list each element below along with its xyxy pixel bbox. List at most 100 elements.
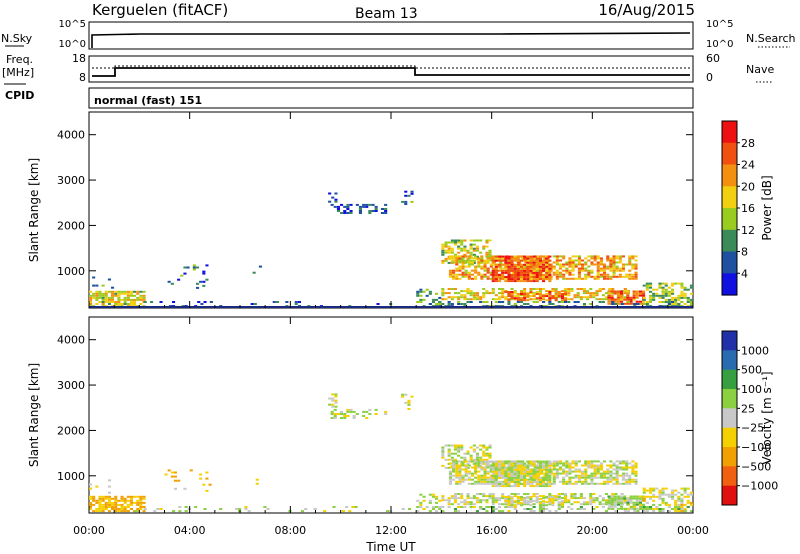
echo-cell (621, 466, 625, 469)
echo-cell (677, 298, 681, 301)
echo-cell (532, 460, 536, 463)
echo-cell (516, 293, 520, 295)
echo-cell (479, 499, 483, 502)
echo-cell (529, 276, 533, 278)
echo-cell (532, 510, 536, 513)
echo-cell (596, 472, 600, 475)
echo-cell (565, 267, 569, 270)
echo-cell (501, 259, 505, 262)
echo-cell (472, 296, 476, 299)
echo-cell (458, 464, 462, 467)
echo-cell (649, 495, 653, 498)
echo-cell (455, 468, 459, 471)
echo-cell (334, 401, 338, 404)
echo-cell (621, 267, 625, 270)
echo-cell (126, 296, 130, 299)
echo-cell (501, 460, 505, 463)
echo-cell (664, 282, 668, 285)
echo-cell (477, 474, 481, 477)
echo-cell (542, 497, 546, 500)
echo-cell (568, 462, 572, 465)
echo-cell (486, 259, 490, 262)
echo-cell (419, 294, 423, 297)
echo-cell (581, 263, 585, 266)
echo-cell (635, 499, 639, 502)
echo-cell (139, 290, 143, 293)
echo-cell (507, 502, 511, 505)
echo-cell (677, 503, 681, 506)
echo-cell (441, 454, 445, 457)
echo-cell (631, 275, 635, 278)
echo-cell (538, 276, 542, 278)
echo-cell (548, 278, 552, 281)
echo-cell (526, 295, 530, 298)
echo-cell (252, 271, 256, 274)
echo-cell (535, 472, 539, 475)
echo-cell (603, 474, 607, 477)
echo-cell (422, 508, 426, 510)
echo-cell (474, 277, 478, 280)
echo-cell (620, 497, 624, 500)
echo-cell (615, 472, 619, 475)
echo-cell (510, 497, 514, 500)
echo-cell (450, 456, 454, 459)
echo-cell (463, 253, 467, 256)
echo-cell (616, 499, 620, 502)
echo-cell (629, 501, 633, 504)
echo-cell (683, 495, 687, 498)
echo-cell (513, 460, 517, 463)
echo-cell (136, 296, 140, 299)
echo-cell (542, 255, 546, 258)
echo-cell (479, 460, 483, 463)
echo-cell (504, 481, 508, 483)
echo-cell (95, 298, 99, 301)
echo-cell (513, 263, 517, 266)
echo-cell (548, 276, 552, 278)
echo-cell (474, 257, 478, 260)
echo-cell (612, 482, 616, 485)
echo-cell (680, 506, 684, 508)
echo-cell (615, 275, 619, 278)
echo-cell (599, 482, 603, 485)
echo-cell (458, 277, 462, 280)
echo-cell (590, 466, 594, 469)
echo-cell (455, 259, 459, 262)
echo-cell (638, 294, 642, 297)
echo-cell (661, 282, 665, 285)
echo-cell (568, 269, 572, 272)
velocity-colorbar-tick-label: −100 (741, 441, 771, 454)
echo-cell (586, 501, 590, 504)
echo-cell (548, 299, 552, 302)
echo-cell (628, 273, 632, 276)
echo-cell (523, 502, 527, 505)
echo-cell (603, 269, 607, 272)
echo-cell (554, 293, 558, 295)
echo-cell (452, 269, 456, 272)
echo-cell (661, 508, 665, 510)
echo-cell (416, 506, 420, 508)
echo-cell (516, 493, 520, 495)
echo-cell (491, 298, 495, 301)
echo-cell (508, 263, 512, 266)
echo-cell (649, 284, 653, 287)
echo-cell (532, 269, 536, 272)
echo-cell (596, 273, 600, 276)
velocity-colorbar-swatch (722, 389, 737, 409)
echo-cell (621, 460, 625, 463)
echo-cell (466, 292, 470, 295)
echo-cell (557, 502, 561, 505)
echo-cell (499, 277, 503, 280)
echo-cell (340, 410, 344, 413)
echo-cell (634, 267, 638, 270)
echo-cell (601, 499, 605, 502)
echo-cell (571, 476, 575, 479)
echo-cell (586, 296, 590, 299)
echo-cell (689, 292, 693, 295)
echo-cell (483, 474, 487, 477)
echo-cell (579, 508, 583, 510)
echo-cell (593, 460, 597, 463)
echo-cell (667, 290, 671, 293)
echo-cell (504, 255, 508, 258)
echo-cell (89, 506, 93, 508)
echo-cell (620, 495, 624, 498)
